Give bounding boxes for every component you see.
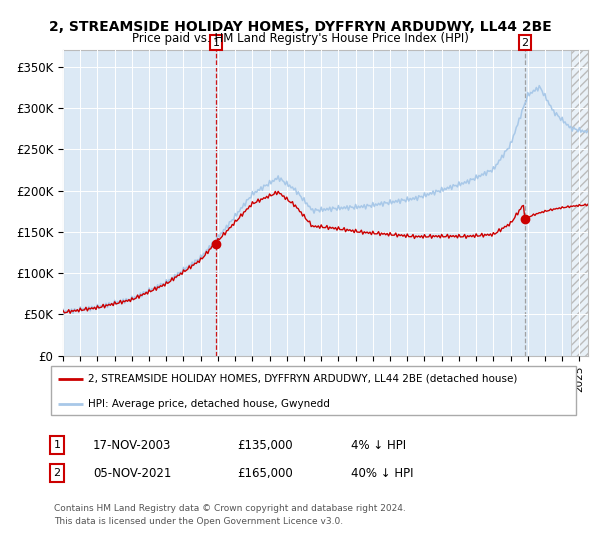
Text: This data is licensed under the Open Government Licence v3.0.: This data is licensed under the Open Gov…: [54, 517, 343, 526]
Text: 1: 1: [53, 440, 61, 450]
Text: 05-NOV-2021: 05-NOV-2021: [93, 466, 172, 480]
Text: 2, STREAMSIDE HOLIDAY HOMES, DYFFRYN ARDUDWY, LL44 2BE: 2, STREAMSIDE HOLIDAY HOMES, DYFFRYN ARD…: [49, 20, 551, 34]
Text: 2, STREAMSIDE HOLIDAY HOMES, DYFFRYN ARDUDWY, LL44 2BE (detached house): 2, STREAMSIDE HOLIDAY HOMES, DYFFRYN ARD…: [88, 374, 517, 384]
Text: 40% ↓ HPI: 40% ↓ HPI: [351, 466, 413, 480]
Text: 2: 2: [53, 468, 61, 478]
Text: £135,000: £135,000: [237, 438, 293, 452]
Text: 1: 1: [212, 38, 220, 48]
Text: 4% ↓ HPI: 4% ↓ HPI: [351, 438, 406, 452]
Text: 2: 2: [521, 38, 529, 48]
Text: Price paid vs. HM Land Registry's House Price Index (HPI): Price paid vs. HM Land Registry's House …: [131, 32, 469, 45]
Text: Contains HM Land Registry data © Crown copyright and database right 2024.: Contains HM Land Registry data © Crown c…: [54, 504, 406, 513]
Polygon shape: [571, 50, 588, 356]
Text: 17-NOV-2003: 17-NOV-2003: [93, 438, 172, 452]
Text: £165,000: £165,000: [237, 466, 293, 480]
Text: HPI: Average price, detached house, Gwynedd: HPI: Average price, detached house, Gwyn…: [88, 399, 330, 409]
FancyBboxPatch shape: [50, 366, 577, 415]
